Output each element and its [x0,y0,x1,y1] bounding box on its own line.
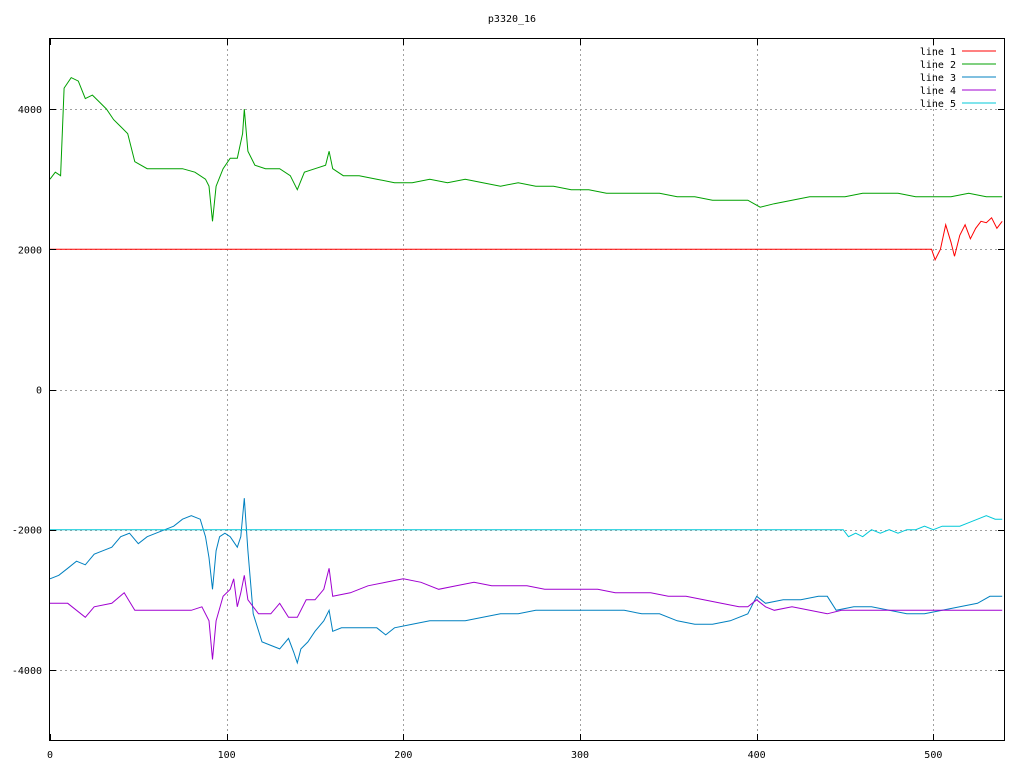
x-tick-label: 300 [571,750,589,761]
legend-label: line 1 [920,47,956,58]
y-tick-label: 2000 [18,245,42,256]
legend-label: line 5 [920,99,956,110]
x-tick-label: 100 [218,750,236,761]
series-5-line [50,515,1003,538]
legend-label: line 3 [920,73,956,84]
x-tick-label: 200 [394,750,412,761]
y-tick-label: -2000 [12,526,42,537]
x-tick-label: 500 [924,750,942,761]
series-3-line [49,498,1003,665]
chart-title: p3320_16 [488,14,536,25]
series-2-line [49,76,1003,222]
legend: line 1 line 2 line 3 line 4 line 5 [920,47,996,110]
legend-label: line 2 [920,60,956,71]
series-1-line [50,216,1003,262]
legend-label: line 4 [920,86,956,97]
grid-lines [50,39,1004,740]
series-4-line [50,568,1003,660]
axis-ticks: 0 100 200 300 400 500 -4000 -2000 0 2000 4000 [12,39,1004,761]
series-group [49,76,1003,665]
y-tick-label: 0 [36,386,42,397]
y-tick-label: 4000 [18,105,42,116]
x-tick-label: 0 [47,750,53,761]
y-tick-label: -4000 [12,666,42,677]
plot-frame [49,38,1005,741]
x-tick-label: 400 [748,750,766,761]
